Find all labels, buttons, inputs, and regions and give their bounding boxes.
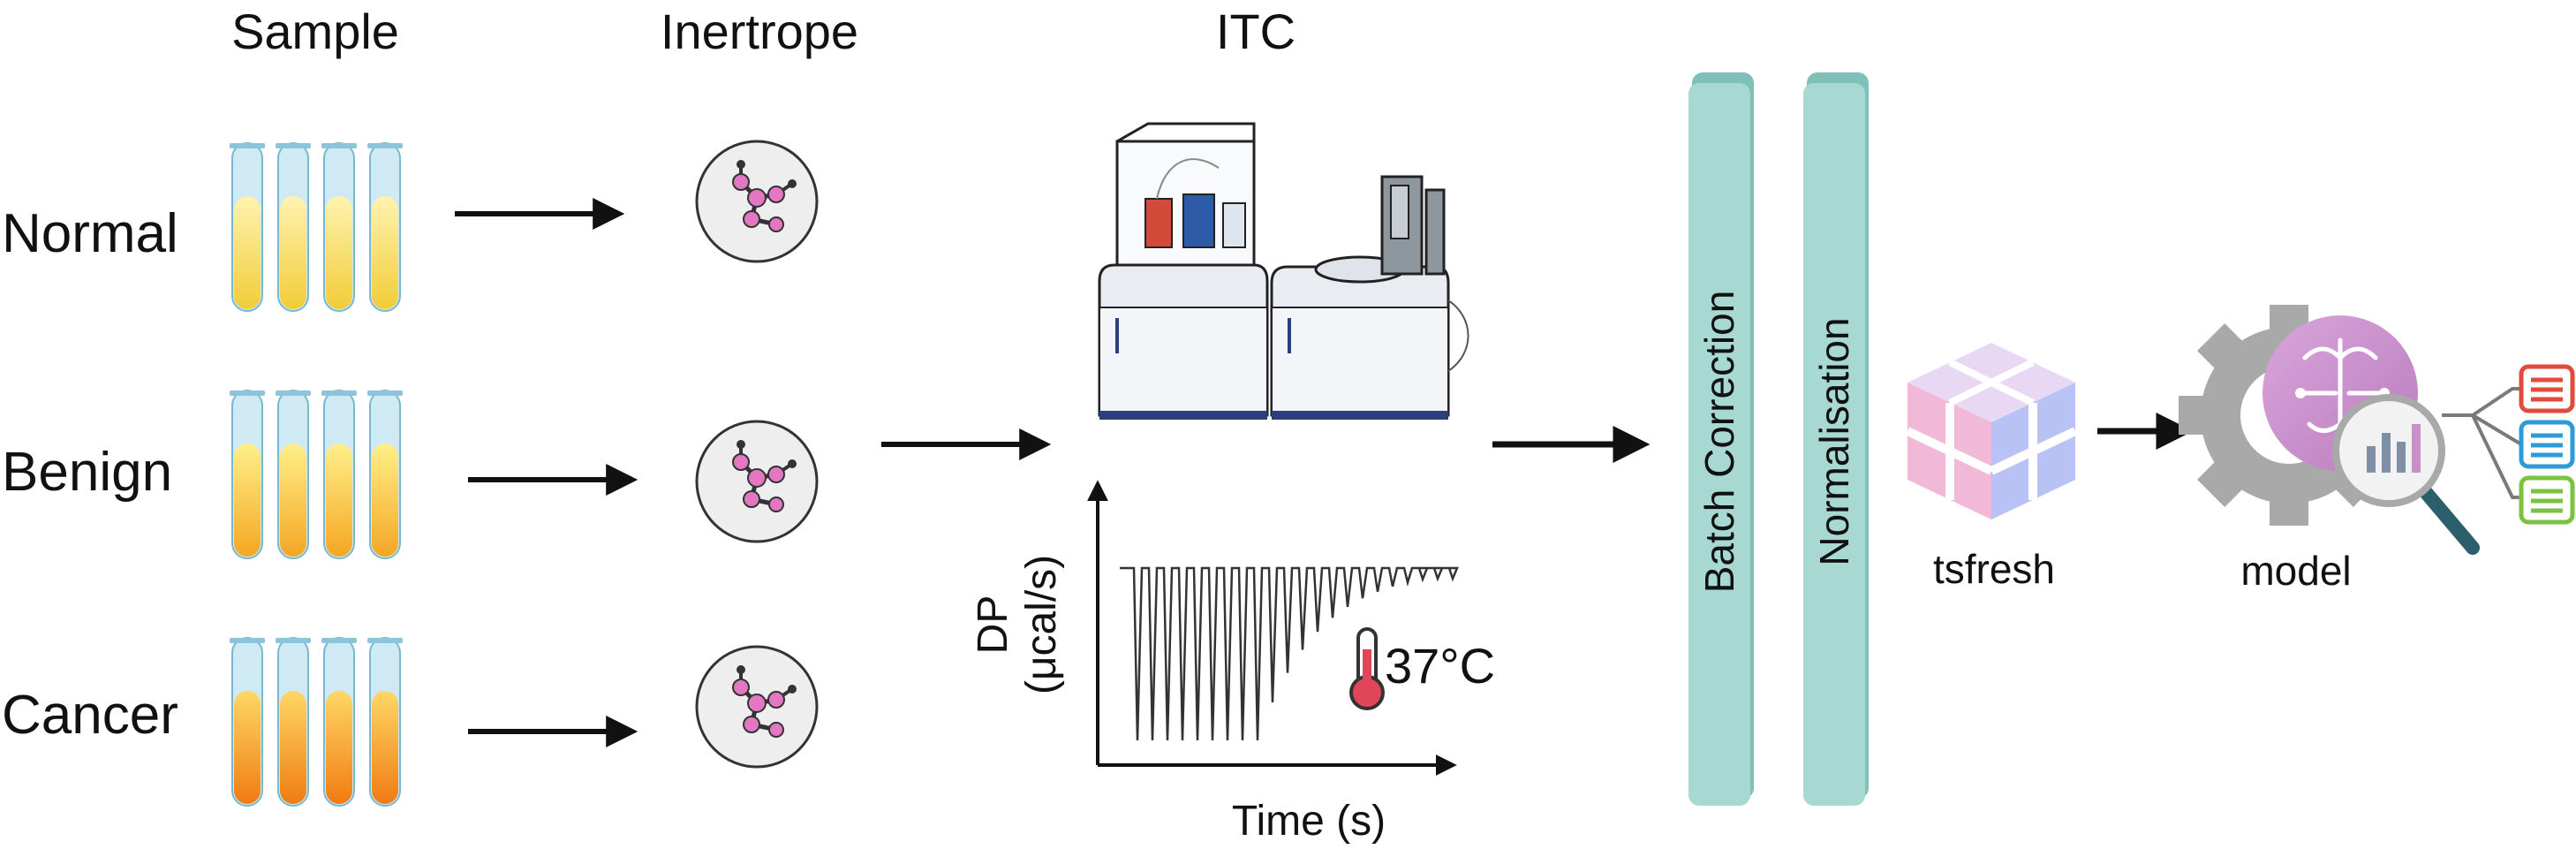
list-icon-green [2519,475,2575,525]
molecule-icon [695,645,819,769]
header-inertrope: Inertrope [661,4,858,59]
group-row-benign: Benign [2,390,819,559]
normalisation-panel: Normalisation [1803,72,1869,806]
thermogram-x-label: Time (s) [1232,798,1386,845]
header-sample: Sample [231,4,399,59]
header-itc: ITC [1216,4,1296,59]
temperature-label: 37°C [1385,638,1495,694]
thermogram-y-label-line1: DP [970,595,1016,655]
batch-correction-label: Batch Correction [1696,291,1742,594]
tsfresh-cube-icon [1905,343,2078,519]
connector-lines [2442,387,2523,499]
model-icon [2179,305,2575,555]
itc-instrument-icon [1098,122,1469,420]
thermometer-icon [1349,627,1385,710]
test-tube-set [230,142,403,312]
group-label: Normal [2,203,178,264]
thermogram-trace [1120,566,1459,741]
thermogram-plot: DP (μcal/s) Time (s) 37°C [970,480,1495,845]
thermogram-y-label-line2: (μcal/s) [1018,555,1065,694]
group-row-normal: Normal [2,140,819,312]
group-label: Cancer [2,685,178,746]
tsfresh-label: tsfresh [1933,546,2055,592]
list-icon-blue [2519,420,2575,469]
batch-correction-panel: Batch Correction [1688,72,1754,806]
model-label: model [2240,548,2351,594]
normalisation-label: Normalisation [1811,317,1857,565]
test-tube-set [230,637,403,807]
molecule-icon [695,420,819,543]
group-row-cancer: Cancer [2,637,819,807]
test-tube-set [230,390,403,559]
group-label: Benign [2,442,172,503]
magnifier-icon [2332,394,2480,555]
molecule-icon [695,140,819,263]
list-icon-red [2519,364,2575,413]
